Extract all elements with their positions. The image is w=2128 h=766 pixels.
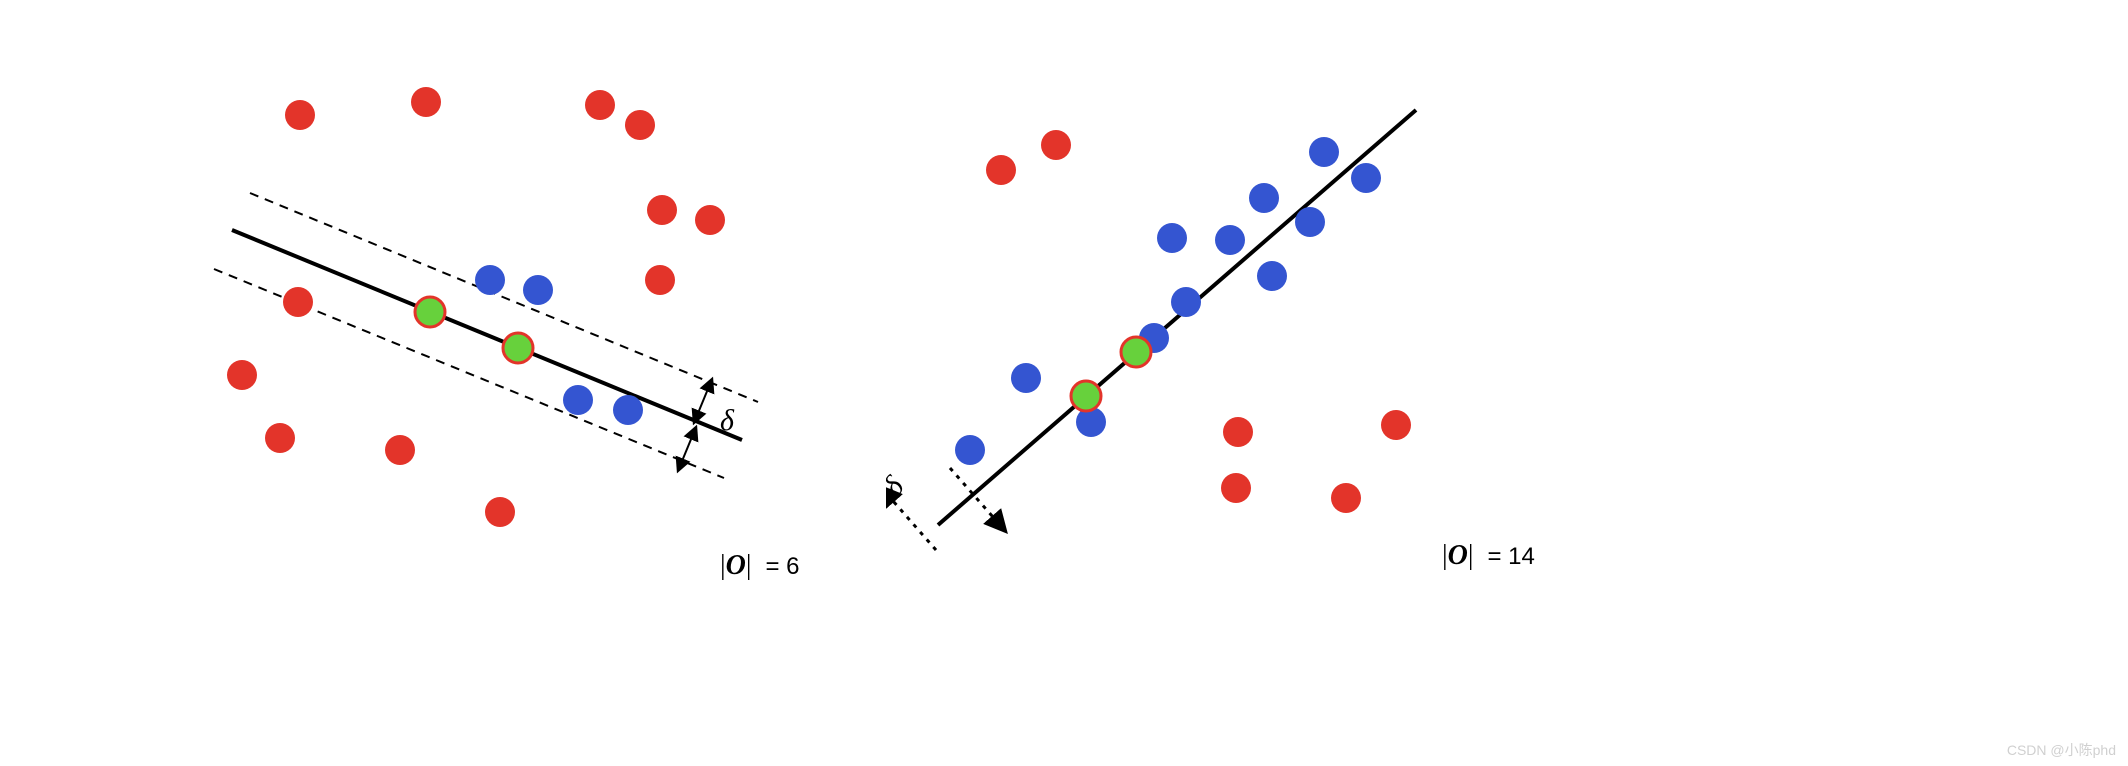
red-point-5 (695, 205, 725, 235)
red-point-7 (283, 287, 313, 317)
blue-point-2 (563, 385, 593, 415)
right-diagram: δ (886, 80, 1486, 600)
blue-point-7 (1257, 261, 1287, 291)
blue-point-0 (955, 435, 985, 465)
red-point-4 (1221, 473, 1251, 503)
red-point-2 (585, 90, 615, 120)
red-point-1 (1041, 130, 1071, 160)
green-point-0 (1071, 381, 1101, 411)
delta-arrow-0 (696, 384, 710, 418)
red-point-1 (411, 87, 441, 117)
green-point-1 (503, 333, 533, 363)
red-point-8 (227, 360, 257, 390)
blue-point-5 (1157, 223, 1187, 253)
delta-label: δ (720, 404, 735, 437)
right-O: O (1448, 540, 1468, 571)
red-point-5 (1223, 417, 1253, 447)
delta-label: δ (886, 469, 911, 502)
blue-point-0 (475, 265, 505, 295)
red-point-3 (1331, 483, 1361, 513)
blue-point-9 (1295, 207, 1325, 237)
left-svg: δ (190, 80, 790, 600)
right-caption: |O| = 14 (1442, 540, 1535, 572)
red-point-0 (986, 155, 1016, 185)
red-point-9 (265, 423, 295, 453)
watermark: CSDN @小陈phd (2007, 740, 2116, 760)
red-point-2 (1381, 410, 1411, 440)
blue-point-3 (613, 395, 643, 425)
blue-point-1 (523, 275, 553, 305)
fit-line (232, 230, 742, 440)
left-diagram: δ (190, 80, 790, 600)
blue-point-8 (1249, 183, 1279, 213)
right-value: 14 (1508, 543, 1535, 570)
left-value: 6 (786, 553, 799, 580)
red-point-10 (385, 435, 415, 465)
margin-line-0 (250, 193, 758, 402)
red-point-0 (285, 100, 315, 130)
blue-point-11 (1351, 163, 1381, 193)
red-point-6 (645, 265, 675, 295)
blue-point-10 (1309, 137, 1339, 167)
delta-arrow-1 (680, 432, 694, 466)
delta-arrow-1 (886, 493, 936, 550)
blue-point-1 (1011, 363, 1041, 393)
blue-point-6 (1215, 225, 1245, 255)
green-point-0 (415, 297, 445, 327)
left-caption: |O| = 6 (720, 550, 800, 582)
red-point-11 (485, 497, 515, 527)
green-point-1 (1121, 337, 1151, 367)
blue-point-4 (1171, 287, 1201, 317)
red-point-4 (647, 195, 677, 225)
left-O: O (726, 550, 746, 581)
red-point-3 (625, 110, 655, 140)
right-svg: δ (886, 80, 1506, 600)
